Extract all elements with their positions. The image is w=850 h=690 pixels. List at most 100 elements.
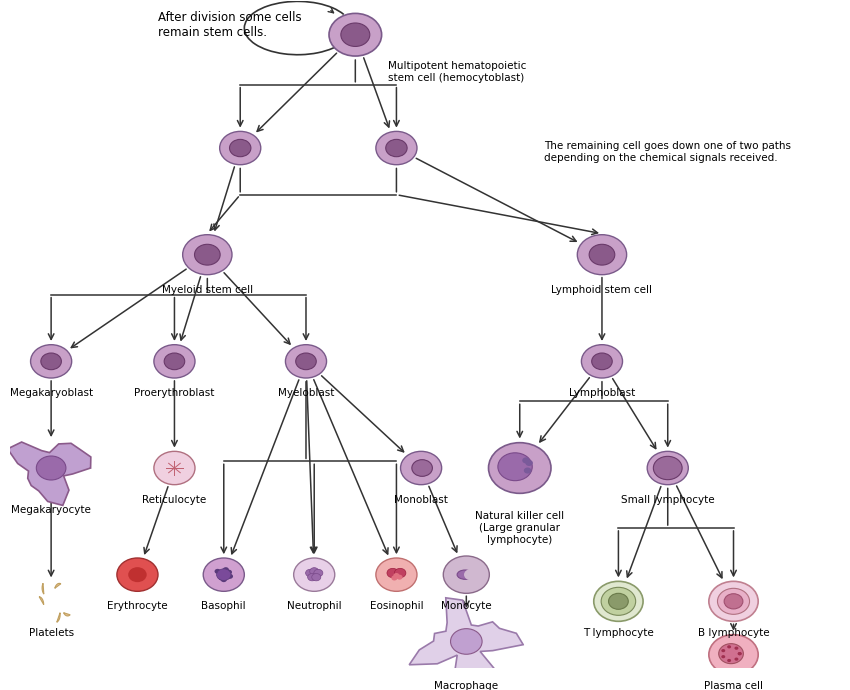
Circle shape xyxy=(727,659,731,662)
Text: The remaining cell goes down one of two paths
depending on the chemical signals : The remaining cell goes down one of two … xyxy=(544,141,791,163)
Circle shape xyxy=(41,353,61,370)
Circle shape xyxy=(647,451,688,484)
Circle shape xyxy=(218,575,224,580)
Circle shape xyxy=(577,235,626,275)
Circle shape xyxy=(444,556,490,593)
Circle shape xyxy=(341,23,370,46)
Circle shape xyxy=(230,139,251,157)
Circle shape xyxy=(154,451,195,484)
Circle shape xyxy=(601,587,636,615)
PathPatch shape xyxy=(54,583,61,589)
Text: Neutrophil: Neutrophil xyxy=(287,601,342,611)
Circle shape xyxy=(128,567,147,582)
Circle shape xyxy=(412,460,433,476)
Circle shape xyxy=(329,13,382,56)
Circle shape xyxy=(314,569,323,577)
Circle shape xyxy=(525,460,533,466)
Text: Small lymphocyte: Small lymphocyte xyxy=(621,495,715,504)
Circle shape xyxy=(31,345,71,378)
Circle shape xyxy=(387,569,399,578)
Circle shape xyxy=(391,575,398,580)
Circle shape xyxy=(312,573,320,581)
Text: Monocyte: Monocyte xyxy=(441,601,491,611)
Circle shape xyxy=(498,453,532,481)
Circle shape xyxy=(217,569,231,580)
Text: Multipotent hematopoietic
stem cell (hemocytoblast): Multipotent hematopoietic stem cell (hem… xyxy=(388,61,527,83)
Circle shape xyxy=(183,235,232,275)
Circle shape xyxy=(524,468,531,473)
Circle shape xyxy=(719,644,744,664)
Text: Erythrocyte: Erythrocyte xyxy=(107,601,167,611)
Circle shape xyxy=(394,569,406,578)
Ellipse shape xyxy=(457,570,473,580)
Circle shape xyxy=(293,558,335,591)
Circle shape xyxy=(489,443,551,493)
PathPatch shape xyxy=(57,613,60,622)
Text: Lymphoblast: Lymphoblast xyxy=(569,388,635,398)
Circle shape xyxy=(734,658,739,661)
Circle shape xyxy=(738,652,742,656)
Circle shape xyxy=(117,558,158,591)
Circle shape xyxy=(286,345,326,378)
Circle shape xyxy=(37,456,66,480)
Text: Natural killer cell
(Large granular
lymphocyte): Natural killer cell (Large granular lymp… xyxy=(475,511,564,544)
PathPatch shape xyxy=(8,442,91,505)
Circle shape xyxy=(594,582,643,621)
Circle shape xyxy=(400,451,442,484)
Circle shape xyxy=(223,567,229,572)
Text: Monoblast: Monoblast xyxy=(394,495,448,504)
Circle shape xyxy=(308,573,317,581)
Circle shape xyxy=(581,345,622,378)
Text: T lymphocyte: T lymphocyte xyxy=(583,628,654,638)
Circle shape xyxy=(296,353,316,370)
Circle shape xyxy=(709,582,758,621)
Circle shape xyxy=(394,573,399,578)
Circle shape xyxy=(214,569,221,574)
Circle shape xyxy=(450,629,482,654)
Circle shape xyxy=(309,568,319,575)
Circle shape xyxy=(226,570,232,575)
Circle shape xyxy=(592,353,612,370)
PathPatch shape xyxy=(409,598,524,683)
Text: Platelets: Platelets xyxy=(29,628,74,638)
Circle shape xyxy=(203,558,244,591)
Text: Megakaryoblast: Megakaryoblast xyxy=(9,388,93,398)
Circle shape xyxy=(722,655,725,658)
Text: Reticulocyte: Reticulocyte xyxy=(142,495,207,504)
Circle shape xyxy=(376,131,417,165)
Text: Proerythroblast: Proerythroblast xyxy=(134,388,215,398)
Text: Lymphoid stem cell: Lymphoid stem cell xyxy=(552,285,653,295)
Text: Plasma cell: Plasma cell xyxy=(704,681,763,690)
Circle shape xyxy=(227,574,233,579)
Text: After division some cells
remain stem cells.: After division some cells remain stem ce… xyxy=(158,11,302,39)
Circle shape xyxy=(727,645,731,649)
Circle shape xyxy=(609,593,628,609)
Circle shape xyxy=(589,244,615,265)
Text: Basophil: Basophil xyxy=(201,601,246,611)
Circle shape xyxy=(221,577,227,582)
Text: Eosinophil: Eosinophil xyxy=(370,601,423,611)
Circle shape xyxy=(396,575,403,580)
Circle shape xyxy=(654,456,683,480)
Circle shape xyxy=(219,131,261,165)
Circle shape xyxy=(306,569,314,577)
Circle shape xyxy=(738,652,742,656)
Circle shape xyxy=(376,558,417,591)
Text: Macrophage: Macrophage xyxy=(434,681,498,690)
Circle shape xyxy=(734,647,739,650)
Circle shape xyxy=(154,345,195,378)
Text: B lymphocyte: B lymphocyte xyxy=(698,628,769,638)
Circle shape xyxy=(464,569,478,580)
Circle shape xyxy=(386,139,407,157)
Circle shape xyxy=(717,589,750,614)
Text: Megakaryocyte: Megakaryocyte xyxy=(11,504,91,515)
Circle shape xyxy=(722,649,725,652)
Circle shape xyxy=(164,353,184,370)
Text: Myeloid stem cell: Myeloid stem cell xyxy=(162,285,253,295)
Circle shape xyxy=(709,635,758,675)
Text: Myeloblast: Myeloblast xyxy=(278,388,334,398)
PathPatch shape xyxy=(39,597,43,604)
Circle shape xyxy=(195,244,220,265)
Circle shape xyxy=(522,457,530,464)
Circle shape xyxy=(724,593,743,609)
